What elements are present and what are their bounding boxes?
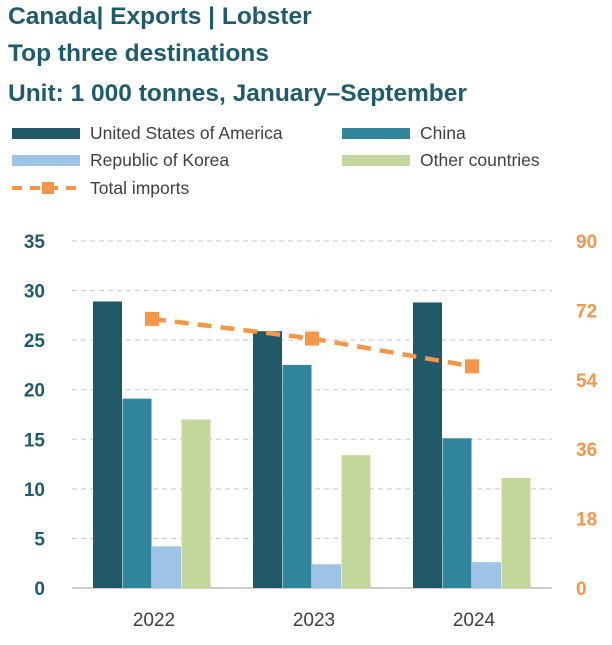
legend-label-china: China	[420, 123, 466, 143]
bar-other	[341, 455, 371, 588]
y-axis-tick-label: 30	[24, 282, 45, 303]
bar-other	[501, 477, 531, 588]
bar-usa	[413, 302, 442, 588]
y-axis-tick-label: 5	[34, 529, 45, 550]
y2-axis-tick-label: 0	[576, 579, 587, 600]
bar-china	[122, 398, 152, 588]
y2-axis-tick-label: 90	[576, 232, 597, 253]
bar-usa	[253, 331, 282, 588]
chart-subtitle: Top three destinations	[8, 40, 269, 67]
bar-china	[282, 364, 312, 588]
y-axis-tick-label: 35	[24, 232, 46, 253]
legend-swatch-other	[342, 155, 410, 166]
y-axis-tick-label: 15	[24, 430, 46, 451]
legend-label-total: Total imports	[90, 178, 190, 198]
legend-label-korea: Republic of Korea	[90, 150, 230, 170]
marker-total-imports	[145, 311, 159, 326]
y-axis-tick-label: 25	[24, 331, 46, 352]
y-axis-tick-label: 10	[24, 480, 45, 501]
legend-swatch-usa	[12, 128, 80, 139]
legend-swatch-korea	[12, 155, 80, 166]
x-axis-tick-label: 2024	[453, 610, 496, 631]
y-axis-tick-label: 20	[24, 381, 45, 402]
marker-total-imports	[465, 359, 479, 374]
legend-label-usa: United States of America	[90, 123, 283, 143]
y2-axis-tick-label: 36	[576, 440, 597, 461]
x-axis-tick-label: 2022	[133, 610, 175, 631]
bar-korea	[312, 564, 341, 588]
x-axis-tick-label: 2023	[293, 610, 335, 631]
marker-total-imports	[305, 331, 319, 346]
bar-usa	[93, 301, 122, 588]
y2-axis-tick-label: 54	[576, 371, 598, 392]
legend-swatch-china	[342, 128, 410, 139]
legend-label-other: Other countries	[420, 150, 540, 170]
chart-unit: Unit: 1 000 tonnes, January–September	[8, 80, 467, 107]
legend-line-total	[12, 182, 82, 194]
bar-korea	[472, 562, 501, 588]
bar-china	[442, 438, 472, 588]
y2-axis-tick-label: 72	[576, 301, 597, 322]
legend-item-total: Total imports	[12, 178, 312, 198]
y2-axis-tick-label: 18	[576, 510, 597, 531]
y-axis-tick-label: 0	[34, 579, 45, 600]
bar-other	[181, 419, 211, 588]
bar-korea	[152, 546, 181, 588]
chart-title: Canada| Exports | Lobster	[8, 3, 312, 30]
